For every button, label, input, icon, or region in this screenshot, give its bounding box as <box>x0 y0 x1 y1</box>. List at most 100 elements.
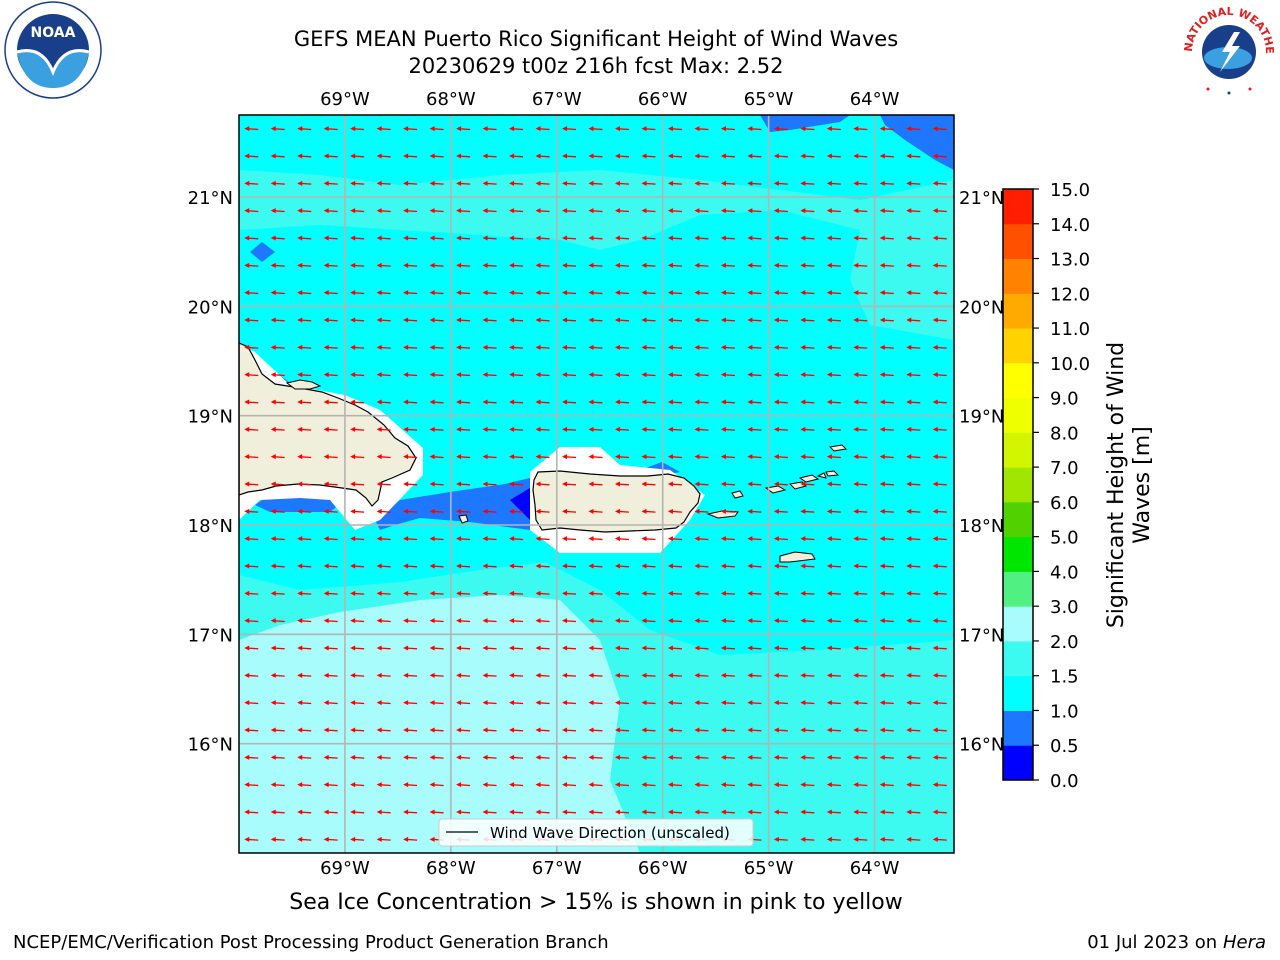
wave-direction-arrow <box>244 126 259 132</box>
wave-direction-arrow <box>879 590 894 596</box>
wave-direction-arrow <box>323 782 338 788</box>
wave-direction-arrow <box>720 645 735 651</box>
wave-direction-arrow <box>588 754 603 760</box>
wave-direction-arrow <box>323 180 338 186</box>
wave-direction-arrow <box>747 372 762 378</box>
wave-direction-arrow <box>773 126 788 132</box>
wave-direction-arrow <box>932 645 947 651</box>
wave-direction-arrow <box>906 645 921 651</box>
wave-direction-arrow <box>800 672 815 678</box>
wave-direction-arrow <box>932 290 947 296</box>
wave-direction-arrow <box>826 563 841 569</box>
wave-direction-arrow <box>323 508 338 514</box>
wave-direction-arrow <box>270 536 285 542</box>
wave-direction-arrow <box>694 700 709 706</box>
wave-direction-arrow <box>720 153 735 159</box>
wind-wave-legend: Wind Wave Direction (unscaled) <box>438 818 754 847</box>
wave-direction-arrow <box>614 126 630 132</box>
wave-direction-arrow <box>535 208 550 214</box>
wave-field-0.5-1.0 <box>760 115 850 132</box>
wave-direction-arrow <box>694 262 709 268</box>
wave-direction-arrow <box>694 344 709 350</box>
wave-direction-arrow <box>932 836 947 842</box>
wave-direction-arrow <box>350 700 365 706</box>
noaa-logo-text: NOAA <box>31 25 76 41</box>
wave-direction-arrow <box>456 754 471 760</box>
wave-direction-arrow <box>482 618 497 624</box>
wave-direction-arrow <box>747 754 762 760</box>
wave-direction-arrow <box>244 481 259 487</box>
wave-direction-arrow <box>773 508 788 514</box>
wave-direction-arrow <box>773 645 788 651</box>
wave-direction-arrow <box>482 645 497 651</box>
wave-direction-arrow <box>853 754 868 760</box>
wave-direction-arrow <box>456 208 471 214</box>
wave-direction-arrow <box>747 536 762 542</box>
wave-direction-arrow <box>773 727 788 733</box>
wave-direction-arrow <box>270 344 285 350</box>
colorbar-tick-label: 3.0 <box>1050 597 1079 618</box>
wave-direction-arrow <box>482 262 497 268</box>
wave-direction-arrow <box>297 782 312 788</box>
wave-direction-arrow <box>614 208 630 214</box>
wave-direction-arrow <box>826 126 841 132</box>
wave-direction-arrow <box>297 290 312 296</box>
wave-direction-arrow <box>270 290 285 296</box>
wave-direction-arrow <box>906 481 921 487</box>
wave-direction-arrow <box>879 454 894 460</box>
wave-direction-arrow <box>879 618 894 624</box>
wave-direction-arrow <box>297 645 312 651</box>
wave-direction-arrow <box>694 782 709 788</box>
wave-direction-arrow <box>773 672 788 678</box>
wave-direction-arrow <box>747 782 762 788</box>
wave-direction-arrow <box>614 618 630 624</box>
wave-direction-arrow <box>509 235 524 241</box>
wave-direction-arrow <box>906 290 921 296</box>
wave-direction-arrow <box>800 563 815 569</box>
wave-direction-arrow <box>614 536 630 542</box>
colorbar-segment <box>1003 745 1033 781</box>
wave-direction-arrow <box>270 508 285 514</box>
wave-direction-arrow <box>509 317 524 323</box>
wave-direction-arrow <box>826 536 841 542</box>
wave-direction-arrow <box>800 290 815 296</box>
wave-direction-arrow <box>906 372 921 378</box>
wave-direction-arrow <box>906 836 921 842</box>
wave-direction-arrow <box>614 372 630 378</box>
wave-direction-arrow <box>270 809 285 815</box>
wave-direction-arrow <box>879 536 894 542</box>
wave-direction-arrow <box>588 809 603 815</box>
wave-direction-arrow <box>323 262 338 268</box>
lat-tick-label-right: 16°N <box>959 735 1004 756</box>
wave-direction-arrow <box>720 809 735 815</box>
wave-direction-arrow <box>641 754 656 760</box>
wave-direction-arrow <box>747 809 762 815</box>
wave-direction-arrow <box>509 672 524 678</box>
wave-direction-arrow <box>826 426 841 432</box>
colorbar-tick-label: 0.5 <box>1050 736 1079 757</box>
wave-direction-arrow <box>456 508 471 514</box>
wave-direction-arrow <box>667 126 682 132</box>
wave-direction-arrow <box>747 344 762 350</box>
wave-direction-arrow <box>350 754 365 760</box>
wave-direction-arrow <box>906 563 921 569</box>
wave-direction-arrow <box>270 618 285 624</box>
wave-direction-arrow <box>535 563 550 569</box>
wave-direction-arrow <box>667 290 682 296</box>
lat-tick-label-left: 19°N <box>188 407 233 428</box>
wave-direction-arrow <box>350 262 365 268</box>
colorbar-segment <box>1003 258 1033 294</box>
wave-direction-arrow <box>535 782 550 788</box>
wave-direction-arrow <box>853 536 868 542</box>
wave-direction-arrow <box>297 235 312 241</box>
colorbar-tick-label: 6.0 <box>1050 493 1079 514</box>
wave-direction-arrow <box>641 536 656 542</box>
colorbar-tick-label: 8.0 <box>1050 423 1079 444</box>
tortola-island <box>798 474 820 483</box>
wave-direction-arrow <box>429 344 444 350</box>
wave-direction-arrow <box>720 372 735 378</box>
wave-direction-arrow <box>588 317 603 323</box>
wave-direction-arrow <box>747 618 762 624</box>
wave-direction-arrow <box>853 590 868 596</box>
